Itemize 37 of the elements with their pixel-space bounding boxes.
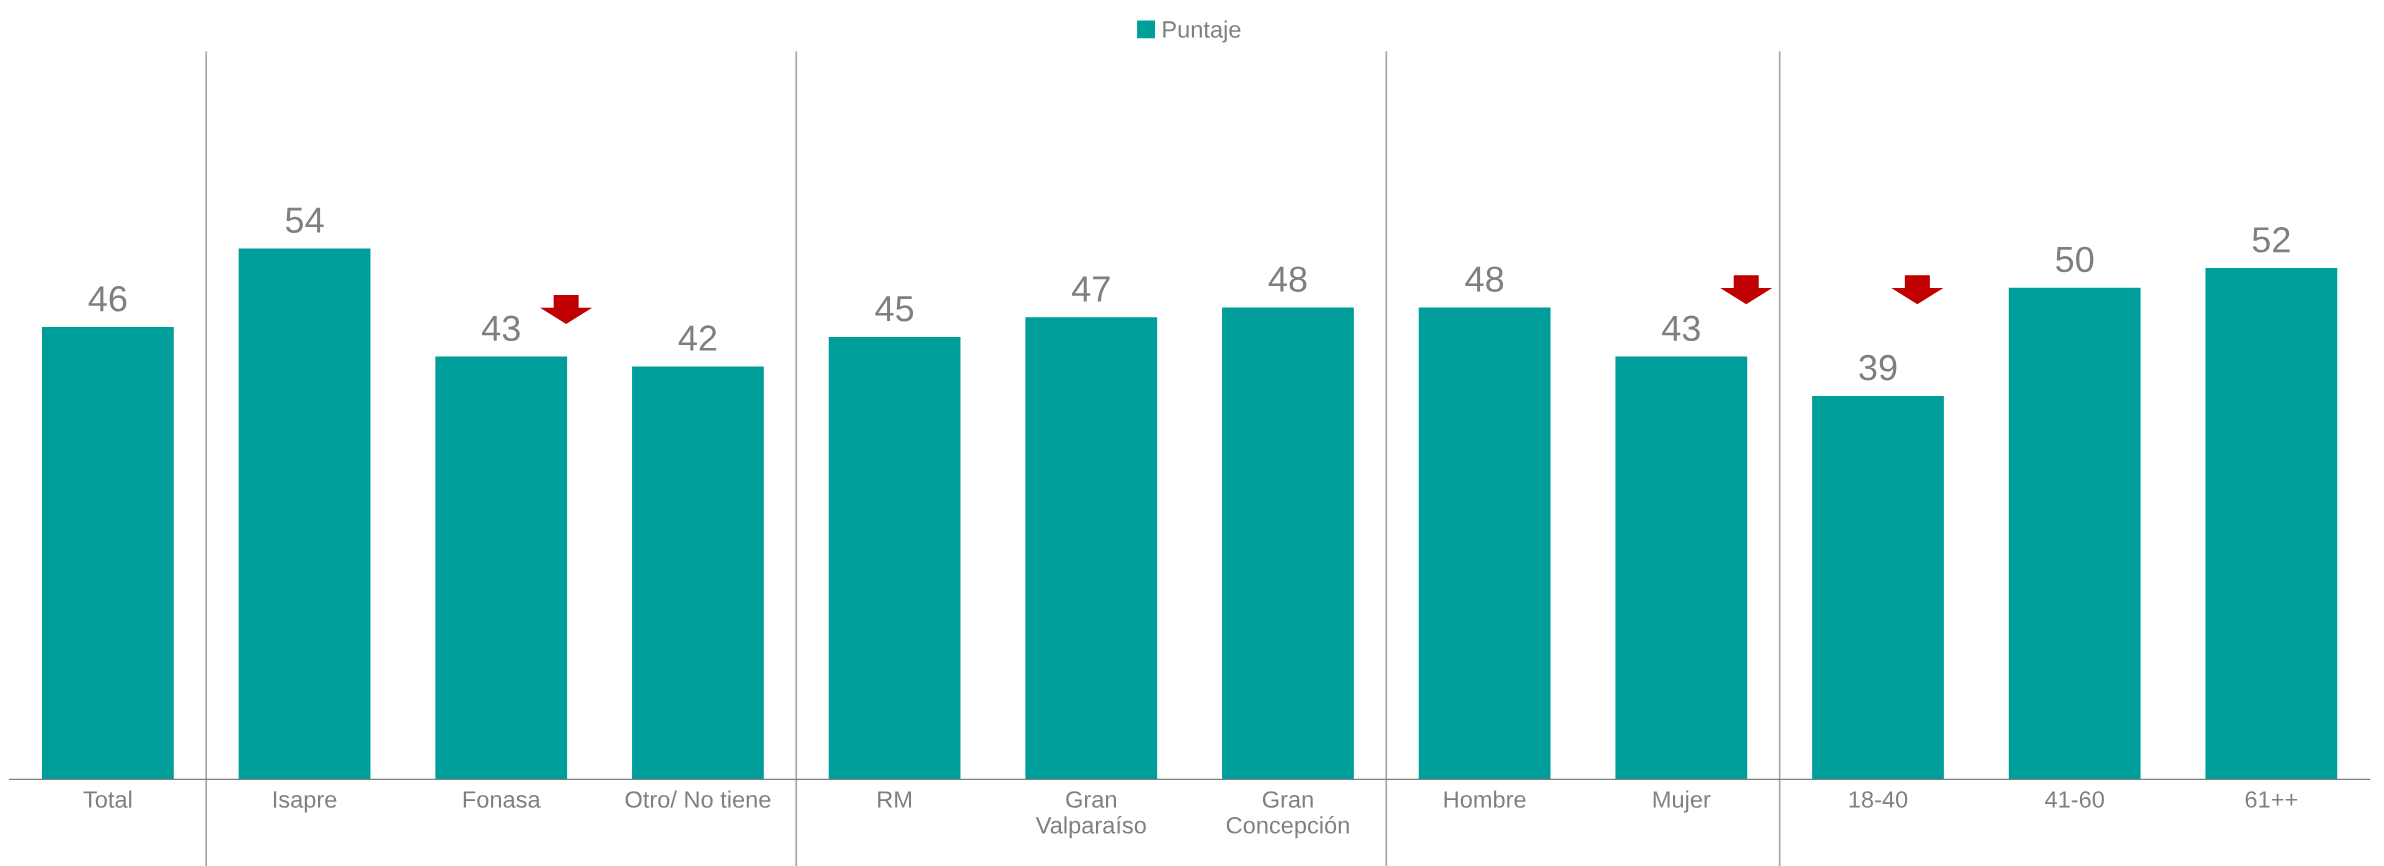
data-label: 43 (481, 315, 520, 342)
data-label: 47 (1072, 276, 1110, 302)
data-label: 48 (1465, 266, 1504, 292)
x-tick-label: 18-40 (1849, 791, 1908, 808)
x-tick-label: Hombre (1444, 790, 1526, 808)
data-label: 42 (678, 325, 717, 351)
bar (632, 366, 764, 780)
x-tick-label: RM (878, 791, 912, 808)
bar (2008, 287, 2141, 780)
data-label: 48 (1268, 266, 1307, 292)
x-tick-label: 41-60 (2045, 791, 2104, 808)
x-tick-label: Gran Valparaíso (1035, 791, 1146, 839)
bar (1222, 307, 1354, 780)
x-tick-label: Mujer (1653, 790, 1711, 813)
data-label: 39 (1859, 354, 1897, 381)
bar (1812, 395, 1944, 780)
bar (41, 327, 174, 780)
data-label: 50 (2056, 246, 2094, 273)
x-tick-label: 61++ (2245, 791, 2298, 808)
bar (1418, 307, 1551, 780)
bar (435, 356, 568, 780)
bar (1615, 356, 1748, 780)
data-label: 52 (2252, 227, 2290, 253)
legend-label: Puntaje (1163, 20, 1241, 43)
data-label: 46 (88, 286, 127, 312)
bar (238, 248, 371, 780)
x-tick-label: Gran Concepción (1226, 791, 1349, 839)
data-label: 45 (875, 296, 914, 322)
data-label: 54 (285, 207, 324, 233)
x-tick-label: Otro/ No tiene (625, 790, 771, 808)
data-label: 43 (1662, 315, 1700, 342)
x-tick-label: Fonasa (463, 791, 541, 808)
bar (1025, 317, 1158, 780)
bar (828, 336, 961, 780)
x-tick-label: Total (83, 790, 132, 808)
bar (2205, 268, 2338, 780)
x-tick-label: Isapre (273, 791, 337, 813)
